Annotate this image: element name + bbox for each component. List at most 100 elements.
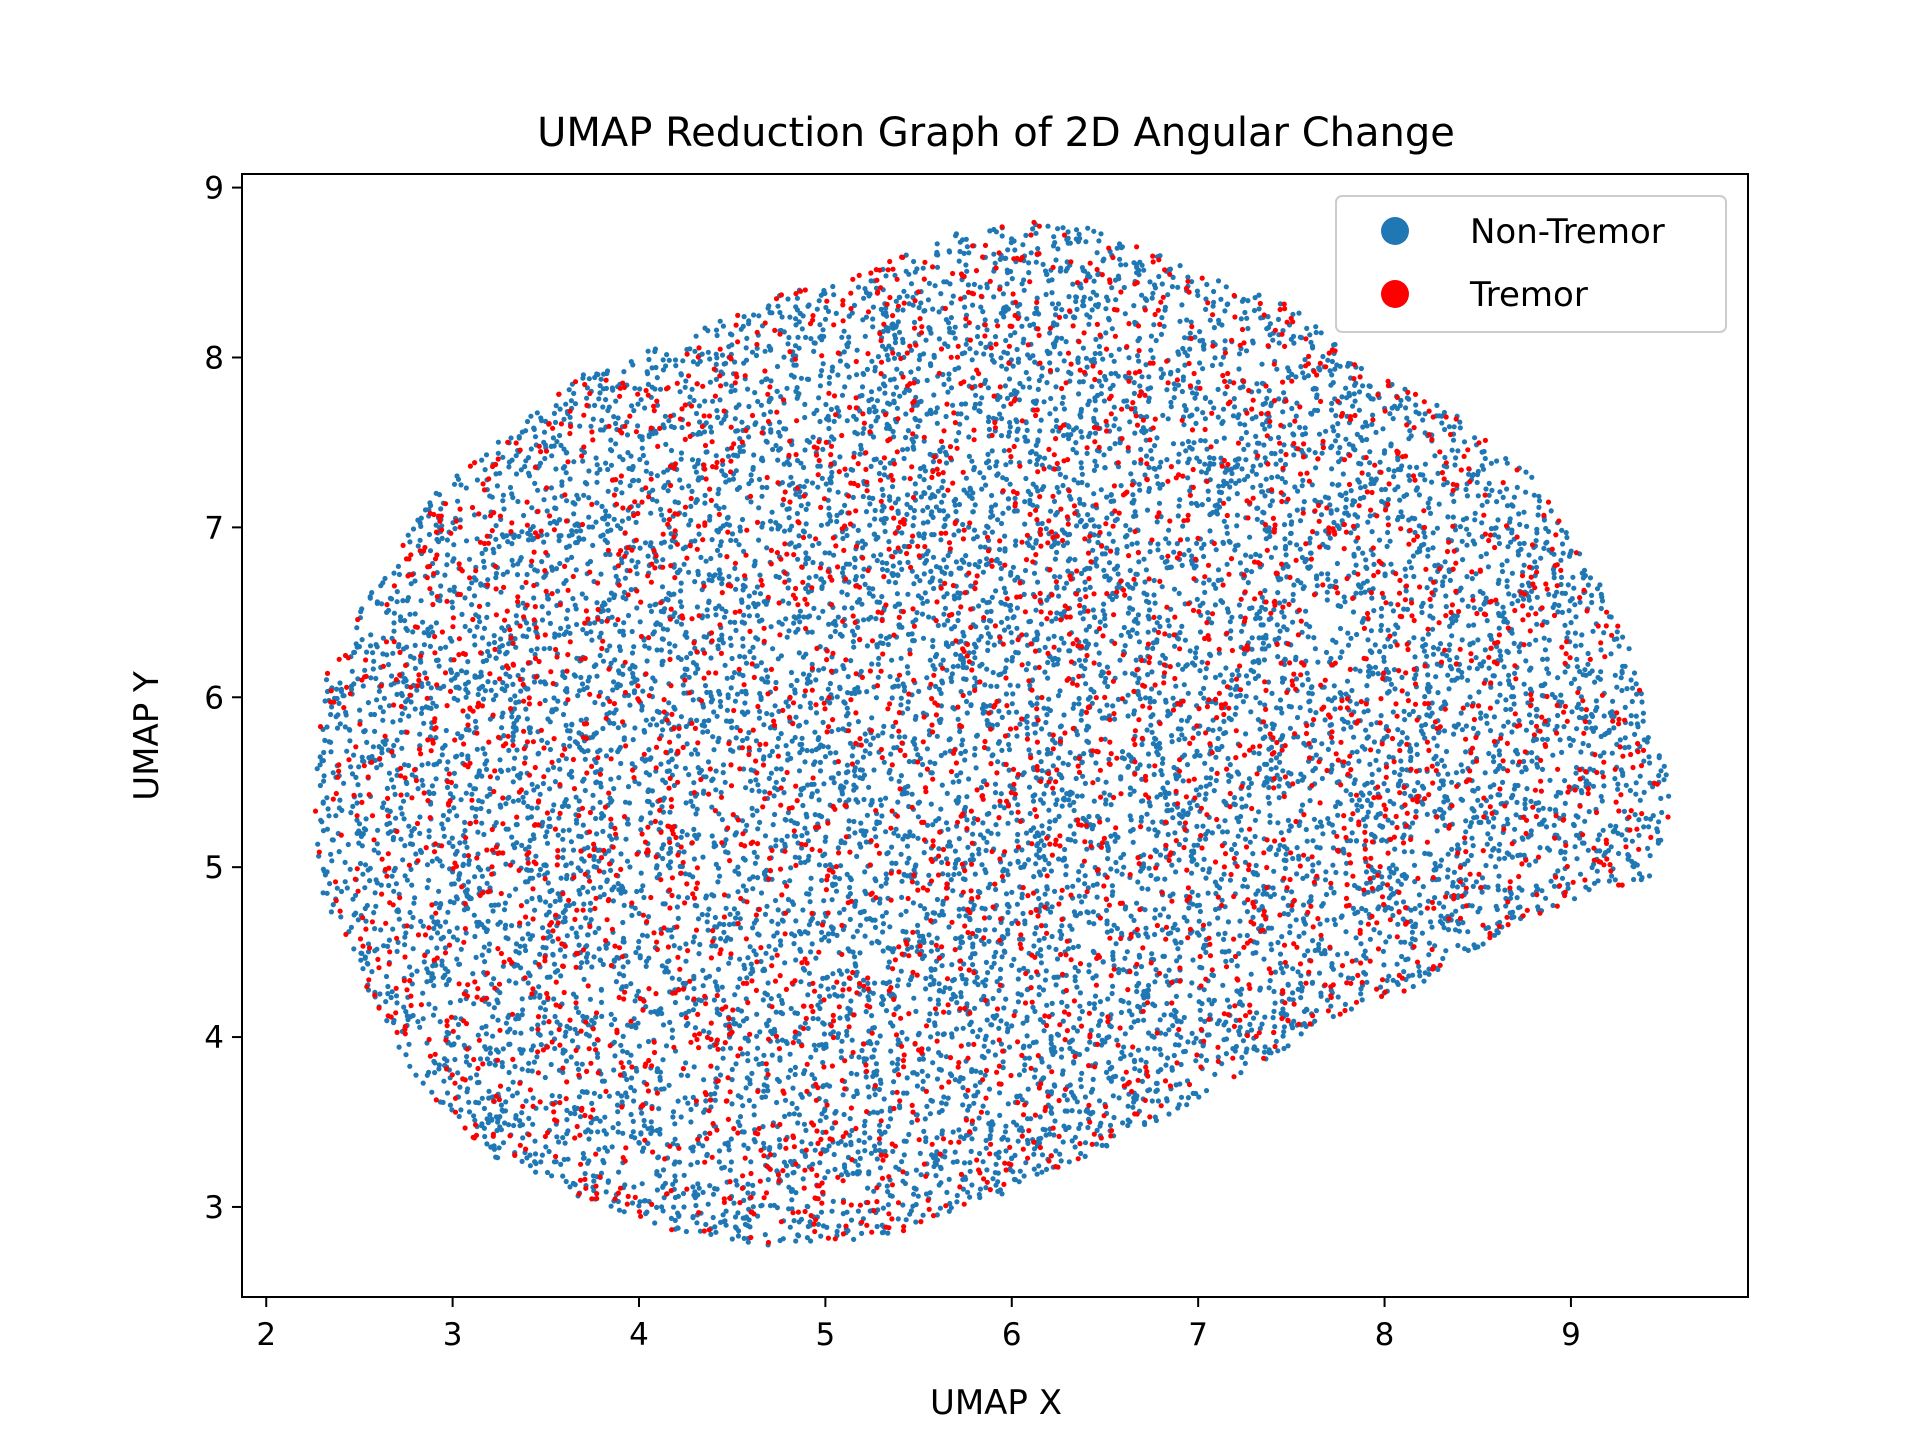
scatter-point bbox=[851, 450, 857, 456]
scatter-point bbox=[1314, 583, 1320, 589]
scatter-point bbox=[908, 281, 915, 287]
scatter-point bbox=[675, 1098, 681, 1104]
scatter-point bbox=[847, 916, 853, 923]
scatter-point bbox=[905, 699, 911, 705]
scatter-point bbox=[732, 619, 738, 626]
scatter-point bbox=[1159, 281, 1165, 287]
scatter-point bbox=[1133, 571, 1139, 577]
scatter-point bbox=[883, 273, 889, 279]
scatter-point bbox=[993, 229, 1000, 235]
scatter-point bbox=[960, 1085, 966, 1091]
scatter-point bbox=[1103, 330, 1109, 336]
scatter-point bbox=[1383, 939, 1389, 945]
scatter-point bbox=[1424, 811, 1430, 818]
scatter-point bbox=[596, 396, 602, 402]
scatter-point bbox=[681, 561, 687, 567]
scatter-point bbox=[1217, 726, 1223, 732]
scatter-point bbox=[386, 937, 392, 943]
scatter-point bbox=[444, 1090, 451, 1096]
scatter-point bbox=[990, 1176, 996, 1182]
scatter-point bbox=[385, 830, 391, 836]
scatter-point bbox=[1007, 682, 1013, 688]
scatter-point bbox=[1218, 876, 1225, 882]
scatter-point bbox=[934, 1157, 941, 1163]
scatter-point bbox=[1226, 496, 1232, 502]
scatter-point bbox=[1096, 238, 1102, 244]
scatter-point bbox=[1241, 477, 1248, 483]
scatter-point bbox=[580, 884, 586, 891]
scatter-point bbox=[542, 833, 549, 840]
scatter-point bbox=[1019, 323, 1025, 329]
scatter-point bbox=[583, 1129, 589, 1135]
scatter-point bbox=[1206, 577, 1212, 583]
scatter-point bbox=[1420, 600, 1426, 606]
scatter-point bbox=[1196, 932, 1202, 938]
scatter-point bbox=[527, 1163, 534, 1169]
scatter-point bbox=[1107, 1122, 1114, 1128]
scatter-point bbox=[525, 921, 531, 927]
scatter-point bbox=[1014, 605, 1021, 611]
scatter-point bbox=[1617, 737, 1623, 743]
scatter-point bbox=[1004, 1029, 1011, 1035]
scatter-point bbox=[991, 927, 998, 933]
scatter-point bbox=[816, 540, 822, 547]
scatter-point bbox=[1348, 816, 1354, 823]
scatter-point bbox=[1197, 629, 1204, 635]
scatter-point bbox=[1551, 570, 1557, 577]
scatter-point bbox=[395, 644, 402, 650]
scatter-point bbox=[646, 955, 652, 961]
scatter-point bbox=[703, 1098, 709, 1104]
scatter-point bbox=[401, 1004, 407, 1010]
scatter-point bbox=[892, 549, 899, 555]
scatter-point bbox=[748, 1159, 754, 1165]
scatter-point bbox=[608, 1011, 614, 1017]
scatter-point bbox=[819, 695, 825, 701]
scatter-point bbox=[1026, 260, 1032, 266]
scatter-point bbox=[1484, 499, 1490, 505]
scatter-point bbox=[1402, 939, 1408, 945]
scatter-point bbox=[613, 573, 619, 579]
scatter-point bbox=[926, 932, 932, 938]
scatter-point bbox=[985, 1048, 992, 1054]
scatter-point bbox=[582, 787, 588, 794]
scatter-point bbox=[523, 1098, 529, 1104]
scatter-point bbox=[1205, 488, 1211, 494]
scatter-point bbox=[1442, 559, 1448, 565]
scatter-point bbox=[605, 607, 611, 613]
scatter-point bbox=[1385, 627, 1391, 633]
scatter-point bbox=[825, 986, 831, 992]
scatter-point bbox=[932, 283, 938, 289]
scatter-point bbox=[1133, 971, 1139, 977]
scatter-point bbox=[1261, 956, 1267, 962]
scatter-point bbox=[390, 650, 396, 656]
scatter-point bbox=[1536, 498, 1543, 504]
scatter-point bbox=[975, 324, 981, 330]
scatter-point bbox=[606, 1093, 613, 1099]
scatter-point bbox=[1157, 1017, 1163, 1023]
scatter-point bbox=[620, 964, 626, 970]
scatter-point bbox=[1290, 597, 1296, 604]
scatter-point bbox=[991, 954, 997, 960]
scatter-point bbox=[949, 1072, 955, 1079]
scatter-point bbox=[1471, 622, 1477, 628]
scatter-point bbox=[1387, 874, 1393, 880]
scatter-point bbox=[1075, 877, 1081, 883]
scatter-point bbox=[934, 241, 940, 247]
scatter-point bbox=[1541, 545, 1547, 552]
scatter-point bbox=[727, 619, 733, 625]
scatter-point bbox=[732, 698, 739, 704]
scatter-point bbox=[632, 664, 638, 670]
scatter-point bbox=[1335, 994, 1341, 1000]
scatter-point bbox=[1330, 637, 1336, 643]
scatter-point bbox=[972, 502, 978, 508]
scatter-point bbox=[817, 759, 824, 766]
scatter-point bbox=[1165, 914, 1172, 920]
scatter-point bbox=[819, 929, 825, 935]
scatter-point bbox=[1256, 388, 1262, 394]
scatter-point bbox=[473, 1099, 479, 1105]
scatter-point bbox=[393, 815, 399, 821]
scatter-point bbox=[705, 349, 711, 355]
scatter-point bbox=[490, 1033, 496, 1039]
scatter-point bbox=[916, 799, 923, 805]
scatter-point bbox=[911, 995, 917, 1001]
